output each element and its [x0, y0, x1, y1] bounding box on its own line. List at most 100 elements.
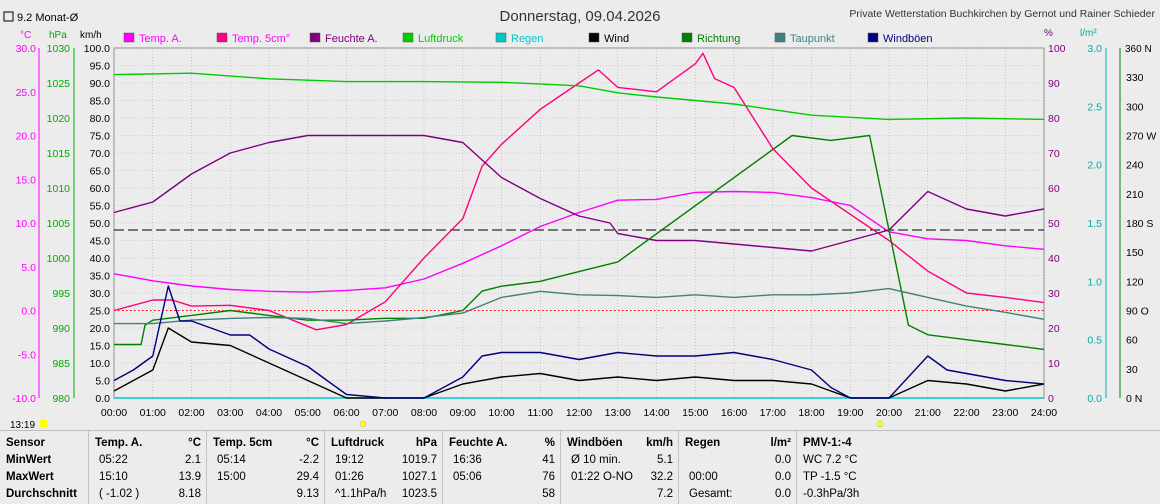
x-tick-label: 13:00 — [605, 407, 631, 419]
stats-row-value: 7.2 — [657, 488, 673, 500]
stats-row: Ø 10 min. 5.1 — [567, 452, 673, 469]
stats-row-time: 16:36 — [453, 454, 482, 466]
stats-row-time: 05:06 — [453, 471, 482, 483]
axis-tick-pressure: 1025 — [47, 78, 71, 90]
stats-header: Feuchte A.% — [449, 435, 555, 452]
stats-header: PMV-1:-4 — [803, 435, 951, 452]
stats-row-value: 32.2 — [650, 471, 673, 483]
stats-row-time: ^1.1hPa/h — [335, 488, 387, 500]
axis-title-pct: % — [1044, 28, 1053, 39]
axis-tick-pressure: 990 — [52, 323, 70, 335]
stats-header-unit: km/h — [646, 437, 673, 449]
station-title: Private Wetterstation Buchkirchen by Ger… — [849, 8, 1155, 20]
stats-row-time: 01:26 — [335, 471, 364, 483]
stats-row: 0.0 — [685, 452, 791, 469]
date-title: Donnerstag, 09.04.2026 — [500, 8, 661, 25]
axes-group: 30.025.020.015.010.05.00.0-5.0-10.010301… — [12, 43, 1156, 419]
axis-tick-humidity: 30 — [1048, 288, 1060, 300]
axis-tick-humidity: 80 — [1048, 113, 1060, 125]
axis-tick-temp: -10.0 — [12, 393, 36, 405]
legend-swatch — [309, 32, 321, 43]
stats-column: PMV-1:-4 WC 7.2 °C TP -1.5 °C -0.3hPa/3h — [796, 431, 957, 504]
stats-row-value: 0.0 — [775, 454, 791, 466]
legend-swatch — [681, 32, 693, 43]
stats-column: Sensor MinWert MaxWert Durchschnitt — [0, 431, 88, 504]
stats-row-value: 5.1 — [657, 454, 673, 466]
stats-header-title: Sensor — [6, 437, 45, 449]
stats-row-time: 19:12 — [335, 454, 364, 466]
axis-title-temp: °C — [20, 30, 31, 41]
x-tick-label: 20:00 — [876, 407, 902, 419]
stats-row-value: 1023.5 — [401, 488, 437, 500]
stats-panel: Sensor MinWert MaxWert Durchschnitt Temp. A.… — [0, 430, 1160, 504]
axis-tick-rain: 0.5 — [1087, 335, 1102, 347]
legend-label: Windböen — [883, 33, 933, 45]
stats-row-time: Gesamt: — [689, 488, 733, 500]
stats-row-label: Durchschnitt — [6, 488, 77, 500]
axis-tick-pressure: 995 — [52, 288, 70, 300]
stats-column: Regen l/m² 0.0 00:00 0.0 Gesamt: 0.0 — [678, 431, 797, 504]
stats-row-value: 58 — [542, 488, 555, 500]
legend-label: Taupunkt — [790, 33, 835, 45]
stats-row-time: 00:00 — [689, 471, 718, 483]
x-tick-label: 01:00 — [140, 407, 166, 419]
series-line-luftdruck — [113, 72, 1045, 121]
axis-tick-humidity: 100 — [1048, 43, 1066, 55]
legend-swatch — [123, 32, 135, 43]
legend-swatch — [774, 32, 786, 43]
axis-tick-humidity: 70 — [1048, 148, 1060, 160]
axis-tick-wind: 75.0 — [90, 131, 111, 143]
stats-row: MaxWert — [6, 469, 82, 486]
stats-column: Feuchte A.% 16:36 41 05:06 76 58 — [442, 431, 561, 504]
axis-tick-wind: 5.0 — [95, 376, 110, 388]
legend-swatch — [495, 32, 507, 43]
stats-header-unit: % — [544, 437, 555, 449]
legend-swatch — [402, 32, 414, 43]
series-line-richtung — [114, 134, 1045, 351]
axis-title-rain: l/m² — [1080, 28, 1097, 39]
time-marker: 13:19 — [10, 420, 35, 430]
x-tick-label: 19:00 — [837, 407, 863, 419]
axis-tick-wind: 40.0 — [90, 253, 111, 265]
axis-tick-humidity: 10 — [1048, 358, 1060, 370]
stats-row: ( -1.02 ) 8.18 — [95, 486, 201, 503]
stats-row-time: 05:22 — [99, 454, 128, 466]
axis-tick-temp: 15.0 — [16, 174, 37, 186]
axis-tick-direction: 30 — [1126, 364, 1138, 376]
stats-row: 05:14 -2.2 — [213, 452, 319, 469]
legend-swatch — [588, 32, 600, 43]
axis-tick-pressure: 1020 — [47, 113, 71, 125]
stats-row: 9.13 — [213, 486, 319, 503]
x-tick-label: 05:00 — [295, 407, 321, 419]
stats-row: 05:06 76 — [449, 469, 555, 486]
legend-label: Temp. 5cm° — [232, 33, 290, 45]
axis-tick-wind: 10.0 — [90, 358, 111, 370]
axis-tick-pressure: 1005 — [47, 218, 71, 230]
stats-row: 01:26 1027.1 — [331, 469, 437, 486]
axis-tick-direction: 180 S — [1126, 218, 1153, 230]
legend-label: Luftdruck — [418, 33, 464, 45]
axis-tick-direction: 0 N — [1126, 393, 1142, 405]
stats-row-value: 9.13 — [296, 488, 319, 500]
stats-row-value: 1019.7 — [401, 454, 437, 466]
x-tick-label: 09:00 — [450, 407, 476, 419]
stats-row-value: 0.0 — [775, 488, 791, 500]
x-tick-label: 21:00 — [915, 407, 941, 419]
axis-tick-direction: 90 O — [1126, 306, 1149, 318]
x-tick-label: 00:00 — [101, 407, 127, 419]
x-tick-label: 18:00 — [798, 407, 824, 419]
series-line-temp-5cm- — [113, 52, 1045, 331]
stats-row: ^1.1hPa/h 1023.5 — [331, 486, 437, 503]
axis-tick-temp: 0.0 — [21, 306, 36, 318]
legend: Temp. A. Temp. 5cm° Feuchte A. Luftdruck Reg… — [123, 32, 933, 45]
series-line-taupunkt — [114, 287, 1045, 325]
stats-header: Sensor — [6, 435, 82, 452]
stats-row-value: 1027.1 — [401, 471, 437, 483]
stats-row: Gesamt: 0.0 — [685, 486, 791, 503]
axis-tick-wind: 50.0 — [90, 218, 111, 230]
stats-row-time: 15:10 — [99, 471, 128, 483]
stats-row: 15:00 29.4 — [213, 469, 319, 486]
monthly-checkbox[interactable] — [3, 11, 14, 22]
stats-row-time: 15:00 — [217, 471, 246, 483]
weather-chart: 30.025.020.015.010.05.00.0-5.0-10.010301… — [3, 8, 1157, 430]
